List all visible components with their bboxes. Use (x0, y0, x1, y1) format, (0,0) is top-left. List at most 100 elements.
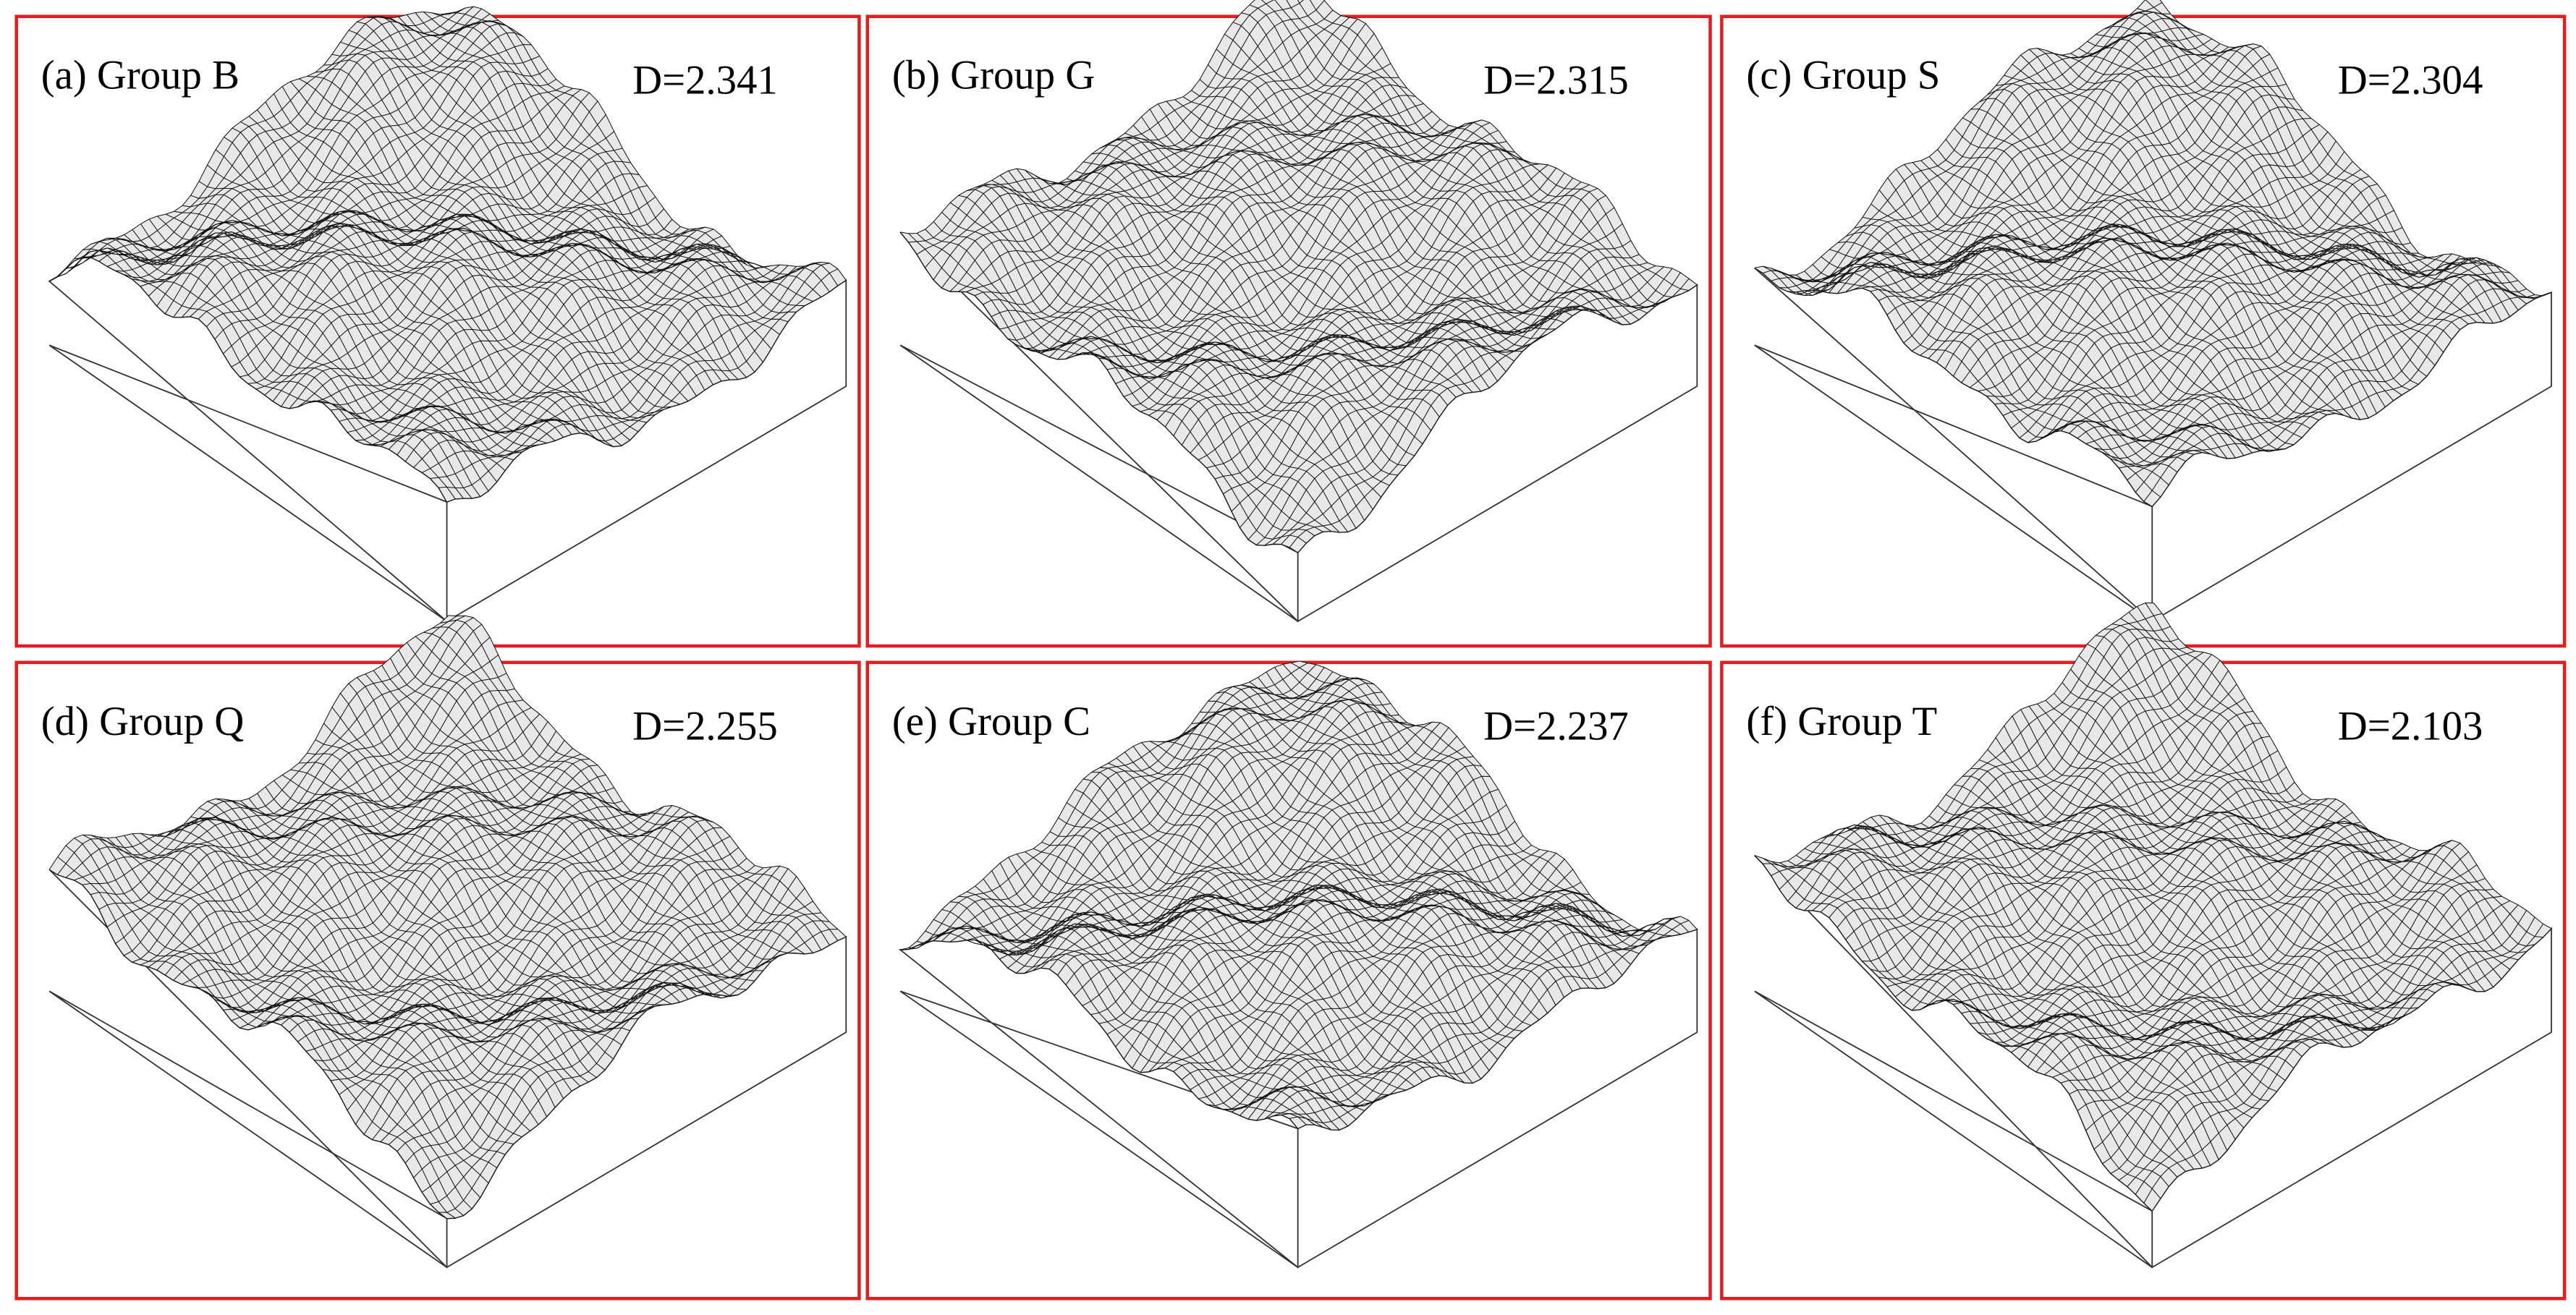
surface-mesh (2137, 8, 2535, 299)
surface-mesh (933, 671, 1334, 941)
surface-mesh (423, 11, 822, 298)
panel-label: (c) Group S (1746, 53, 1940, 98)
surface-mesh (925, 0, 1325, 268)
surface-mesh (415, 636, 813, 953)
surface-mesh (1258, 677, 1656, 947)
surface-mesh (74, 6, 474, 262)
panel-label: (e) Group C (892, 699, 1090, 744)
panel: (a) Group B D=2.341 (14, 6, 861, 648)
surface-mesh (398, 650, 797, 954)
surface-mesh (1241, 684, 1640, 954)
surface-mesh (1771, 626, 2171, 877)
surface-fill (49, 615, 847, 1219)
surface-mesh (1763, 613, 2162, 868)
surface-mesh (440, 619, 839, 941)
panel-label: (a) Group B (41, 53, 240, 98)
surface-mesh (958, 677, 1358, 944)
surface-mesh (2103, 629, 2502, 979)
fractal-dimension: D=2.103 (2338, 704, 2483, 749)
surface-mesh (941, 675, 1342, 942)
panel: (d) Group Q D=2.255 (14, 615, 861, 1301)
surface-mesh (1274, 667, 1672, 937)
surface-mesh (1754, 0, 2146, 276)
surface-mesh (1291, 662, 1690, 936)
surface-mesh (415, 12, 813, 302)
surface-mesh (1804, 652, 2204, 911)
surface-mesh (2103, 26, 2502, 322)
surface-mesh (82, 8, 483, 258)
surface-mesh (381, 665, 780, 969)
surface-mesh (1779, 12, 2179, 289)
panel: (e) Group C D=2.237 (865, 660, 1712, 1301)
fractal-dimension: D=2.315 (1483, 58, 1629, 103)
surface-mesh (448, 615, 847, 937)
fractal-dimension: D=2.237 (1483, 704, 1629, 749)
surface-mesh (2145, 0, 2543, 299)
surface-mesh (98, 20, 499, 265)
surface-mesh (1309, 0, 1689, 291)
panel: (c) Group S D=2.304 (1720, 0, 2567, 648)
surface-mesh (389, 658, 789, 960)
surface-mesh (90, 637, 491, 895)
surface-mesh (2137, 606, 2535, 947)
surface-mesh (107, 20, 507, 267)
panel-label: (f) Group T (1746, 699, 1937, 744)
surface-mesh (1274, 0, 1664, 308)
surface-mesh (2096, 32, 2494, 324)
surface-mesh (423, 631, 822, 950)
surface-mesh (1286, 0, 1673, 305)
surface-mesh (1787, 17, 2187, 295)
surface-mesh (106, 673, 507, 927)
surface-mesh (448, 6, 847, 281)
surface-mesh (2120, 618, 2519, 961)
surface-mesh (900, 660, 1300, 950)
surface-mesh (1323, 0, 1698, 286)
surface-mesh (916, 0, 1304, 255)
surface-mesh (48, 615, 449, 870)
surface-mesh (1754, 603, 2154, 864)
surface-mesh (949, 677, 1350, 942)
surface-fill (1754, 0, 2551, 507)
surface-mesh (2111, 624, 2510, 970)
surface-mesh (1282, 663, 1681, 937)
surface-mesh (1771, 10, 2171, 283)
fractal-dimension: D=2.304 (2338, 58, 2483, 103)
surface-mesh (1249, 681, 1648, 950)
surface-mesh (949, 17, 1350, 292)
fractal-dimension: D=2.341 (632, 58, 778, 103)
surface-mesh (406, 642, 805, 955)
panel-label: (d) Group Q (41, 699, 244, 744)
surface-mesh (2153, 603, 2552, 929)
surface-mesh (431, 12, 830, 292)
surface-mesh (65, 615, 465, 878)
surface-mesh (381, 17, 780, 335)
panel-label: (b) Group G (892, 53, 1095, 98)
surface-mesh (2145, 603, 2543, 938)
surface-mesh (406, 14, 805, 307)
surface-mesh (1804, 32, 2204, 293)
surface-mesh (1787, 647, 2187, 902)
surface-mesh (2128, 10, 2527, 305)
surface-mesh (57, 616, 457, 875)
surface-mesh (1299, 660, 1698, 932)
surface-mesh (90, 13, 491, 262)
fractal-dimension: D=2.255 (632, 704, 778, 749)
surface-fill (900, 0, 1698, 553)
surface-mesh (1261, 0, 1656, 308)
surface-mesh (941, 15, 1342, 289)
surface-mesh (900, 0, 1255, 234)
surface-mesh (98, 654, 499, 910)
surface-mesh (48, 11, 449, 282)
surface-mesh (2087, 643, 2486, 992)
surface-mesh (908, 0, 1275, 243)
surface-mesh (958, 18, 1358, 292)
surface-mesh (1763, 1, 2163, 282)
surface-mesh (57, 11, 457, 277)
surface-mesh (2128, 611, 2527, 953)
panel: (f) Group T D=2.103 (1720, 603, 2567, 1301)
surface-mesh (1779, 637, 2179, 890)
surface-mesh (1812, 654, 2213, 911)
surface-mesh (2120, 12, 2519, 311)
surface-mesh (1297, 0, 1681, 298)
